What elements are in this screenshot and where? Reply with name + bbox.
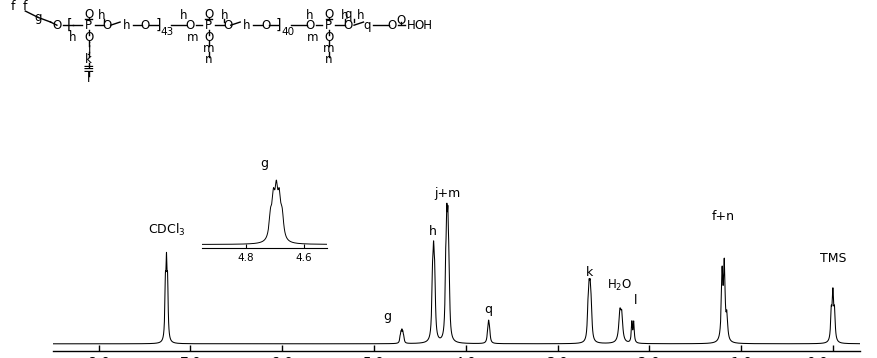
- Text: m: m: [307, 31, 318, 44]
- Text: m: m: [323, 42, 334, 55]
- Text: TMS: TMS: [819, 252, 845, 265]
- Text: f: f: [23, 0, 27, 13]
- Text: h: h: [428, 225, 436, 238]
- Text: O: O: [343, 19, 352, 32]
- Text: h: h: [123, 19, 130, 32]
- Text: q: q: [362, 19, 370, 32]
- Text: P: P: [85, 19, 92, 32]
- Text: l: l: [87, 72, 90, 85]
- Text: h: h: [69, 31, 76, 44]
- Text: O: O: [84, 8, 93, 21]
- Text: h: h: [340, 9, 348, 22]
- Text: O: O: [84, 31, 93, 44]
- Text: O: O: [185, 19, 194, 32]
- Text: O: O: [53, 19, 61, 32]
- Text: O: O: [305, 19, 314, 32]
- Text: O: O: [223, 19, 232, 32]
- Text: P: P: [205, 19, 212, 32]
- Text: O: O: [324, 8, 333, 21]
- Text: H: H: [406, 19, 415, 32]
- Text: f+n: f+n: [710, 210, 733, 223]
- Text: O: O: [140, 19, 150, 32]
- Text: ]: ]: [155, 18, 160, 32]
- Text: O: O: [324, 31, 333, 44]
- Text: k: k: [585, 266, 593, 279]
- Text: q: q: [484, 303, 492, 316]
- Text: ]: ]: [275, 18, 281, 32]
- Text: g: g: [34, 11, 41, 24]
- Text: h: h: [220, 9, 228, 22]
- Text: h: h: [97, 9, 104, 22]
- Text: 43: 43: [160, 26, 174, 37]
- Text: n: n: [324, 53, 332, 66]
- Text: g: g: [383, 310, 391, 323]
- Text: j: j: [87, 42, 90, 55]
- Text: O: O: [203, 8, 213, 21]
- Text: O: O: [260, 19, 270, 32]
- Text: CDCl$_3$: CDCl$_3$: [147, 222, 185, 238]
- Text: j+m: j+m: [434, 187, 460, 200]
- Text: O: O: [103, 19, 112, 32]
- Text: H$_2$O: H$_2$O: [607, 278, 631, 293]
- Text: O: O: [396, 14, 405, 27]
- Text: m: m: [187, 31, 198, 44]
- Text: 40: 40: [281, 26, 294, 37]
- Text: P: P: [324, 19, 332, 32]
- Text: k: k: [85, 53, 92, 66]
- Text: h: h: [180, 9, 187, 22]
- Text: OH: OH: [414, 19, 432, 32]
- Text: f: f: [11, 0, 15, 13]
- Text: O: O: [387, 19, 396, 32]
- Text: ≡: ≡: [82, 62, 94, 76]
- Text: n: n: [204, 53, 212, 66]
- Text: q: q: [344, 8, 351, 21]
- Text: h: h: [306, 9, 313, 22]
- Text: l: l: [633, 294, 637, 307]
- Text: h: h: [243, 19, 250, 32]
- Text: [: [: [67, 18, 72, 32]
- Text: h: h: [356, 9, 364, 22]
- Text: O: O: [203, 31, 213, 44]
- Text: m: m: [203, 42, 214, 55]
